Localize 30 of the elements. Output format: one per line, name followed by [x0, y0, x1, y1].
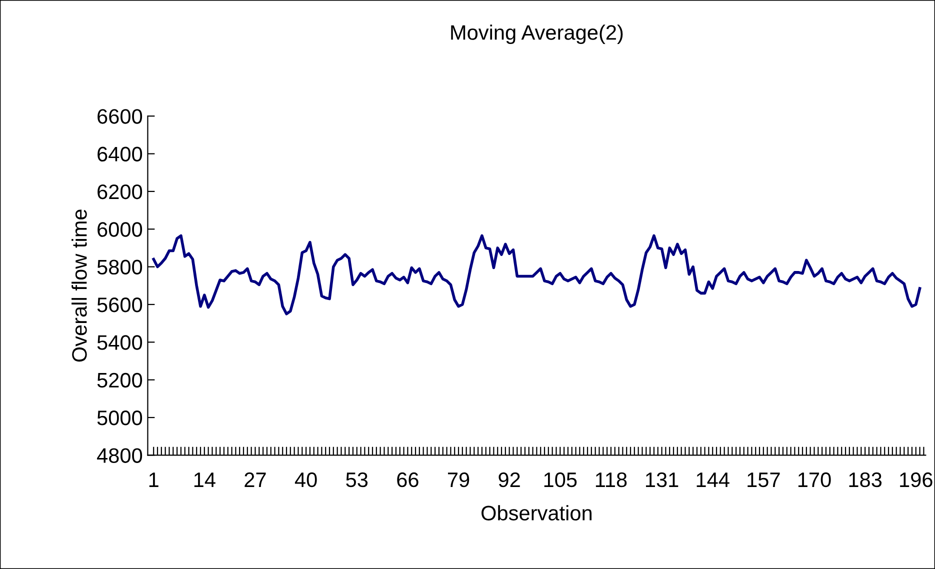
- line-series: [152, 234, 922, 316]
- x-tick-label: 105: [544, 472, 577, 488]
- x-tick-label: 53: [346, 472, 368, 488]
- y-tick-label: 5200: [97, 372, 142, 388]
- x-tick-label: 196: [900, 472, 932, 488]
- y-tick-label: 4800: [97, 448, 142, 463]
- y-tick-label: 6600: [98, 109, 142, 124]
- x-tick-label: 92: [498, 472, 520, 488]
- x-axis-title: Observation: [482, 505, 592, 520]
- x-tick-label: 183: [849, 472, 882, 488]
- x-tick-label: 118: [596, 472, 627, 488]
- x-tick-label: 27: [244, 472, 266, 487]
- x-tick-label: 170: [798, 472, 831, 488]
- x-tick-label: 131: [646, 472, 678, 488]
- x-tick-label: 157: [748, 472, 780, 488]
- y-tick-label: 6000: [98, 222, 142, 237]
- y-tick-label: 5800: [97, 260, 142, 275]
- x-tick-label: 66: [397, 472, 418, 488]
- x-tick-label: 14: [194, 472, 216, 487]
- chart-title: Moving Average(2): [451, 24, 623, 44]
- y-axis-title: Overall flow time: [72, 210, 87, 362]
- y-tick-label: 5400: [97, 335, 142, 350]
- x-tick-label: 79: [448, 472, 470, 488]
- y-tick-label: 6400: [98, 146, 142, 162]
- x-tick-label: 1: [149, 472, 158, 487]
- y-tick-label: 6200: [98, 184, 142, 200]
- x-tick-label: 40: [294, 472, 317, 488]
- y-tick-label: 5600: [97, 297, 142, 312]
- x-tick-label: 144: [696, 472, 730, 487]
- y-tick-label: 5000: [97, 410, 142, 426]
